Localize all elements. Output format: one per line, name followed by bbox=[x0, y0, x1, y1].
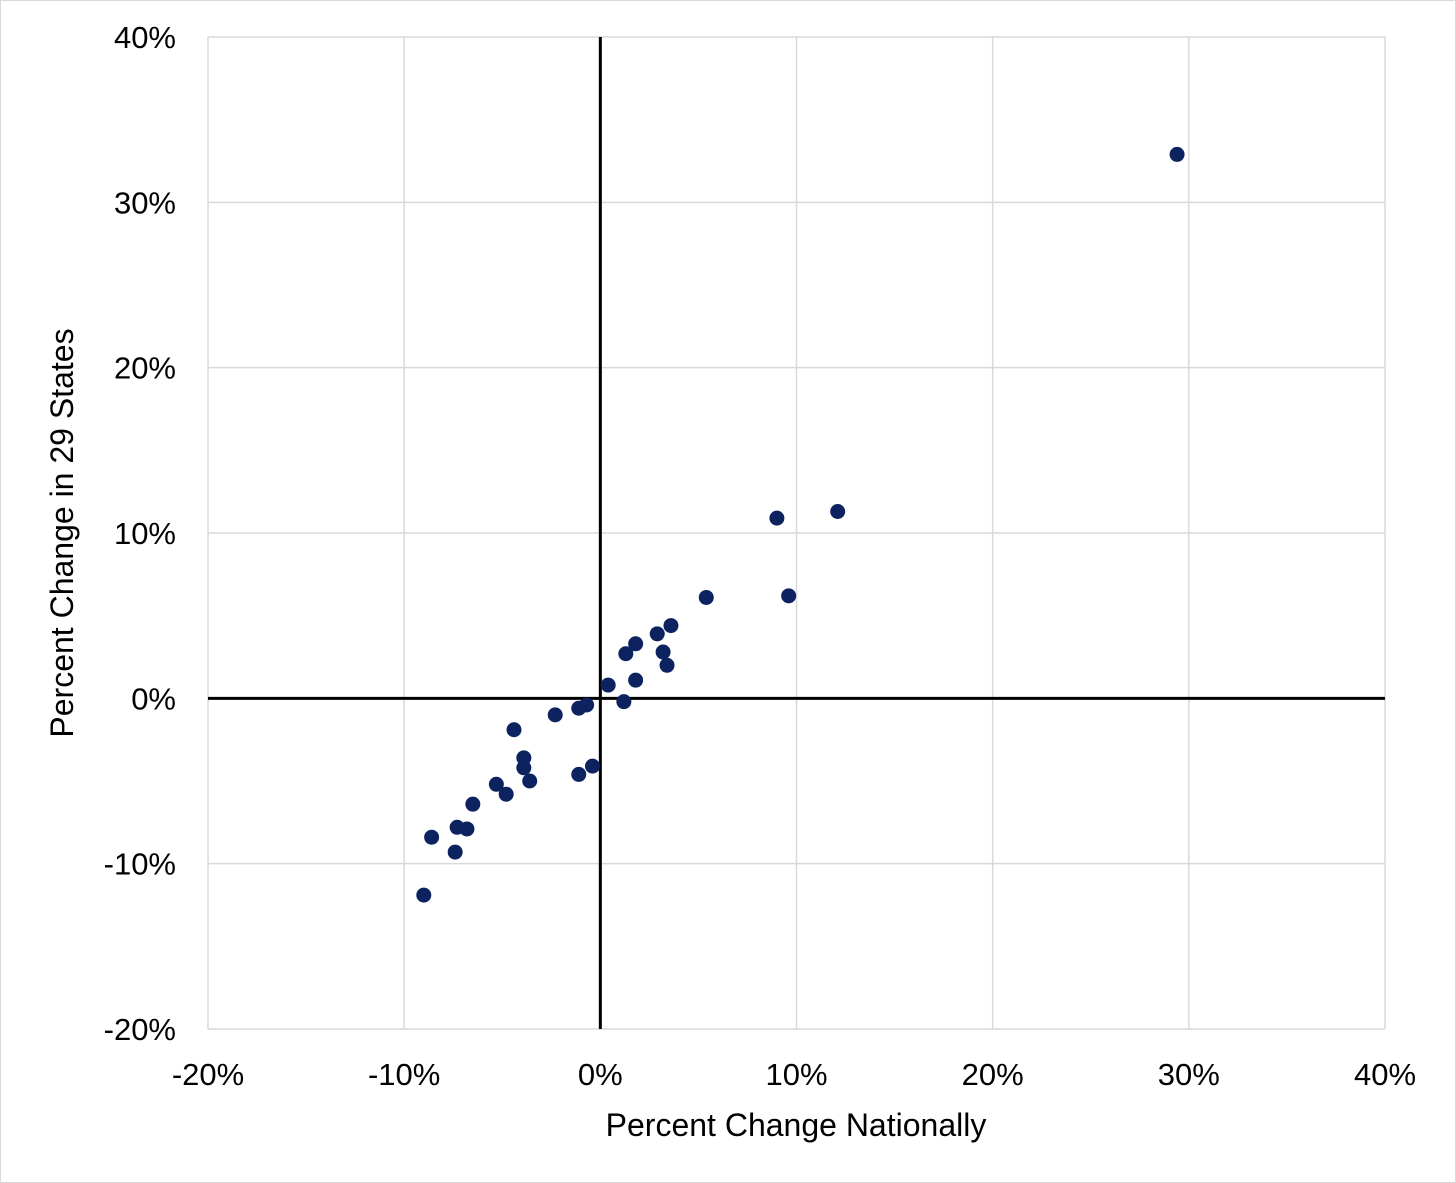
y-tick-label: 0% bbox=[131, 681, 176, 716]
data-point bbox=[600, 677, 616, 693]
y-tick-label: 40% bbox=[114, 20, 176, 55]
y-tick-label: 20% bbox=[114, 351, 176, 386]
y-tick-labels: -20% -10% 0% 10% 20% 30% 40% bbox=[104, 20, 176, 1047]
data-point bbox=[616, 694, 632, 710]
data-point bbox=[459, 821, 475, 837]
data-point bbox=[424, 829, 440, 845]
data-point bbox=[781, 588, 797, 604]
x-axis-title: Percent Change Nationally bbox=[606, 1107, 987, 1143]
data-point bbox=[571, 766, 587, 782]
y-tick-label: 10% bbox=[114, 516, 176, 551]
y-tick-label: -20% bbox=[104, 1012, 176, 1047]
data-point bbox=[830, 504, 846, 520]
data-point bbox=[618, 646, 634, 662]
data-point bbox=[516, 760, 532, 776]
y-tick-label: -10% bbox=[104, 847, 176, 882]
gridlines bbox=[207, 36, 1386, 1030]
x-tick-label: 30% bbox=[1158, 1057, 1220, 1092]
data-point bbox=[628, 672, 644, 688]
data-point bbox=[663, 618, 679, 634]
data-point bbox=[649, 626, 665, 642]
data-point bbox=[698, 589, 714, 605]
data-point bbox=[488, 776, 504, 792]
data-point bbox=[584, 758, 600, 774]
data-point bbox=[769, 510, 785, 526]
data-point bbox=[659, 657, 675, 673]
data-point bbox=[447, 844, 463, 860]
data-point bbox=[547, 707, 563, 723]
data-point bbox=[506, 722, 522, 738]
x-tick-label: 10% bbox=[765, 1057, 827, 1092]
x-tick-label: 20% bbox=[962, 1057, 1024, 1092]
x-tick-label: -10% bbox=[368, 1057, 440, 1092]
data-point bbox=[416, 887, 432, 903]
data-point bbox=[628, 636, 644, 652]
x-tick-label: 40% bbox=[1354, 1057, 1416, 1092]
zero-axes bbox=[208, 37, 1385, 1029]
data-point bbox=[522, 773, 538, 789]
y-axis-title: Percent Change in 29 States bbox=[44, 328, 80, 737]
x-tick-labels: -20% -10% 0% 10% 20% 30% 40% bbox=[172, 1057, 1416, 1092]
data-point bbox=[465, 796, 481, 812]
data-point bbox=[571, 700, 587, 716]
data-points bbox=[416, 146, 1185, 903]
x-tick-label: -20% bbox=[172, 1057, 244, 1092]
data-point bbox=[655, 644, 671, 660]
y-tick-label: 30% bbox=[114, 185, 176, 220]
data-point bbox=[498, 786, 514, 802]
data-point bbox=[1169, 146, 1185, 162]
x-tick-label: 0% bbox=[578, 1057, 623, 1092]
